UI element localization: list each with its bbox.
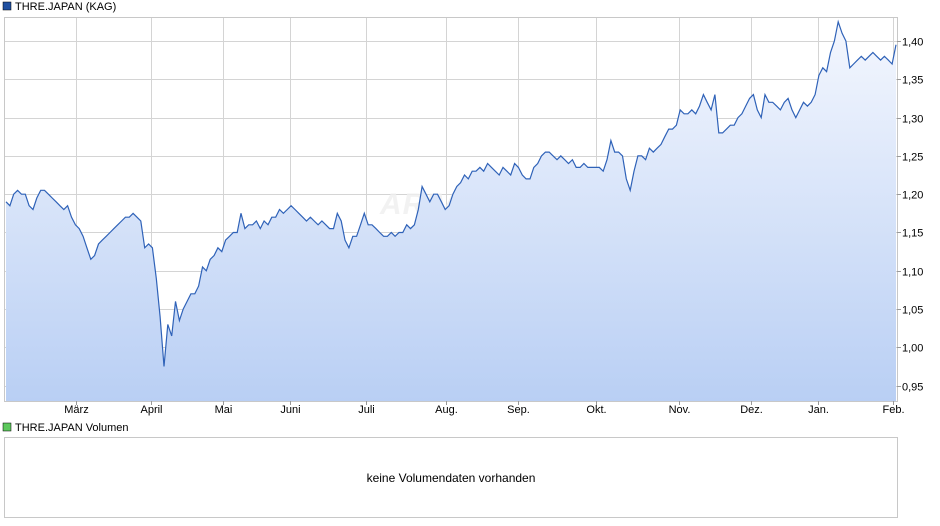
x-tick-label: April xyxy=(140,404,162,416)
y-tick-label: 1,15 xyxy=(902,228,923,240)
x-tick-label: Nov. xyxy=(669,404,691,416)
volume-legend: THRE.JAPAN Volumen xyxy=(2,422,129,434)
price-line xyxy=(5,19,897,367)
x-tick-label: Mai xyxy=(215,404,233,416)
y-tick-label: 1,05 xyxy=(902,305,923,317)
y-axis: 0,95 1,00 1,05 1,10 1,15 1,20 1,25 1,30 1,35 1,40 xyxy=(897,37,923,394)
y-tick-label: 0,95 xyxy=(902,382,923,394)
volume-no-data-message: keine Volumendaten vorhanden xyxy=(367,471,536,485)
x-tick-label: März xyxy=(64,404,88,416)
y-tick-label: 1,40 xyxy=(902,37,923,49)
price-legend-label: THRE.JAPAN (KAG) xyxy=(15,1,116,13)
x-tick-label: Aug. xyxy=(435,404,458,416)
volume-legend-swatch xyxy=(2,422,12,432)
volume-panel-frame xyxy=(4,437,898,518)
x-axis: März April Mai Juni Juli Aug. Sep. Okt. Nov. Dez.… xyxy=(64,401,905,416)
y-tick-label: 1,10 xyxy=(902,267,923,279)
x-tick-label: Juni xyxy=(280,404,300,416)
x-tick-label: Sep. xyxy=(507,404,530,416)
x-tick-label: Feb. xyxy=(882,404,904,416)
y-tick-label: 1,25 xyxy=(902,152,923,164)
x-tick-label: Jan. xyxy=(808,404,829,416)
y-tick-label: 1,30 xyxy=(902,114,923,126)
x-tick-label: Juli xyxy=(358,404,375,416)
x-tick-label: Okt. xyxy=(586,404,606,416)
price-area xyxy=(6,21,896,402)
price-panel-frame xyxy=(4,17,898,402)
x-tick-label: Dez. xyxy=(740,404,763,416)
y-tick-label: 1,35 xyxy=(902,75,923,87)
y-tick-label: 1,00 xyxy=(902,343,923,355)
price-legend: THRE.JAPAN (KAG) xyxy=(2,1,116,13)
y-tick-label: 1,20 xyxy=(902,190,923,202)
volume-legend-label: THRE.JAPAN Volumen xyxy=(15,422,129,434)
price-legend-swatch xyxy=(2,1,12,11)
